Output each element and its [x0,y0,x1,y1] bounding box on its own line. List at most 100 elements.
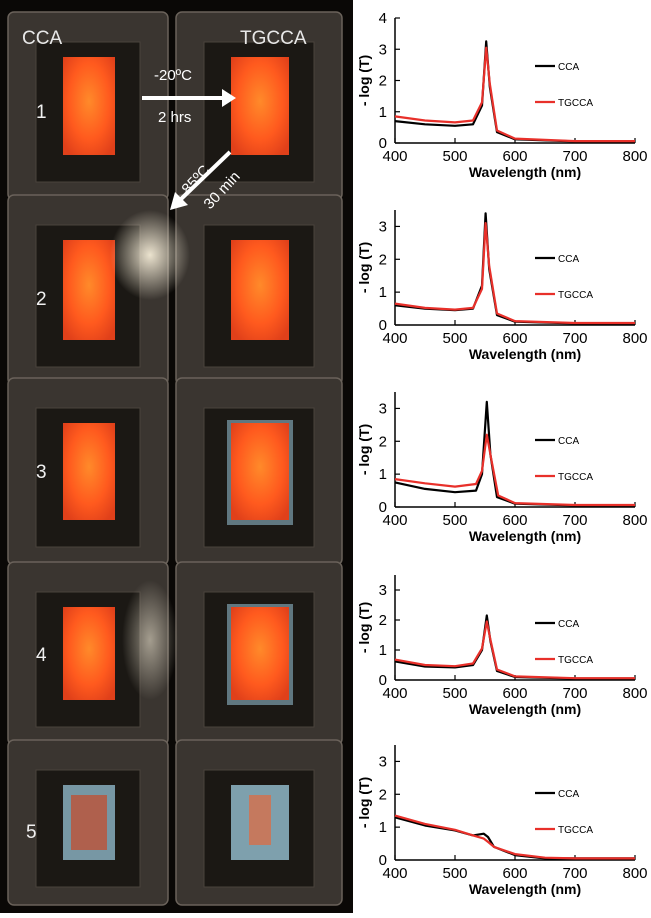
y-tick-label: 1 [379,466,387,483]
legend-label-tgcca: TGCCA [558,98,593,109]
y-tick-label: 1 [379,642,387,659]
y-tick-label: 0 [379,135,387,152]
x-tick-label: 700 [562,685,587,702]
col-label-cca: CCA [22,28,62,49]
series-line-cca [394,400,635,507]
y-axis-label: - log (T) [356,602,372,653]
legend-label-tgcca: TGCCA [558,655,593,666]
x-tick-label: 600 [502,148,527,165]
light-glare [110,210,190,300]
spectrum-chart-5: 0 1 2 3 400 500 600 700 800 Wavelength (nm) - log … [356,745,648,897]
y-tick-label: 1 [379,284,387,301]
y-tick-label: 0 [379,852,387,869]
y-tick-label: 1 [379,819,387,836]
sample-photo-svg: CCA TGCCA 1 2 3 4 5 -20ºC 2 hrs 85ºC 30 … [7,11,343,906]
sample-grid [7,11,343,906]
row-label-1: 1 [36,102,47,123]
arrow1-temp: -20ºC [154,67,192,84]
x-tick-label: 600 [502,330,527,347]
series-line-tgcca [394,814,635,860]
sample-photo-panel: CCA TGCCA 1 2 3 4 5 -20ºC 2 hrs 85ºC 30 … [0,0,353,913]
x-tick-label: 400 [382,330,407,347]
x-tick-label: 500 [442,865,467,882]
arrow-freeze [142,89,236,107]
y-axis-label: - log (T) [356,777,372,828]
legend-label-cca: CCA [558,436,579,447]
film-sample-core [249,795,271,845]
film-sample [231,423,289,520]
x-tick-label: 800 [622,512,647,529]
arrow1-time: 2 hrs [158,109,191,126]
y-tick-label: 3 [379,41,387,58]
film-sample [63,607,115,700]
x-tick-label: 800 [622,685,647,702]
x-tick-label: 400 [382,865,407,882]
x-tick-label: 400 [382,685,407,702]
y-axis-label: - log (T) [356,55,372,106]
spectra-panel: 0 1 2 3 4 400 500 600 700 800 Wavelength (nm) - log… [353,0,651,913]
arrow-heat [170,150,232,210]
row-label-4: 4 [36,645,47,666]
spectrum-chart-4: 0 1 2 3 400 500 600 700 800 Wavelength (nm) - log … [356,575,648,717]
x-tick-label: 800 [622,330,647,347]
series-line-cca [394,816,635,860]
spectrum-chart-3: 0 1 2 3 400 500 600 700 800 Wavelength (nm) - log … [356,392,648,544]
series-line-tgcca [394,433,635,507]
row-label-2: 2 [36,289,47,310]
film-sample [231,240,289,340]
legend-label-cca: CCA [558,789,579,800]
x-tick-label: 700 [562,865,587,882]
x-tick-label: 800 [622,148,647,165]
series-line-cca [394,212,635,325]
x-tick-label: 700 [562,148,587,165]
film-sample [63,57,115,155]
y-tick-label: 0 [379,317,387,334]
x-tick-label: 400 [382,148,407,165]
y-tick-label: 1 [379,104,387,121]
y-tick-label: 0 [379,672,387,689]
y-tick-label: 3 [379,753,387,770]
spectrum-chart-1: 0 1 2 3 4 400 500 600 700 800 Wavelength (nm) - log… [356,10,648,180]
x-tick-label: 800 [622,865,647,882]
y-axis-label: - log (T) [356,242,372,293]
x-tick-label: 500 [442,512,467,529]
light-glare [122,580,178,700]
film-sample [231,607,289,700]
x-tick-label: 500 [442,685,467,702]
x-tick-label: 400 [382,512,407,529]
x-tick-label: 700 [562,330,587,347]
x-tick-label: 600 [502,865,527,882]
x-tick-label: 500 [442,148,467,165]
legend-label-tgcca: TGCCA [558,825,593,836]
y-tick-label: 3 [379,218,387,235]
series-line-tgcca [394,620,635,680]
row-label-5: 5 [26,822,37,843]
spectrum-chart-2: 0 1 2 3 400 500 600 700 800 Wavelength (nm) - log … [356,210,648,362]
series-line-cca [394,614,635,680]
col-label-tgcca: TGCCA [240,28,307,49]
y-tick-label: 4 [379,10,387,27]
series-line-cca [394,40,635,143]
x-axis-label: Wavelength (nm) [469,528,581,544]
series-line-tgcca [394,46,635,143]
y-axis-label: - log (T) [356,424,372,475]
y-tick-label: 3 [379,400,387,417]
y-tick-label: 2 [379,73,387,90]
legend-label-cca: CCA [558,254,579,265]
y-tick-label: 2 [379,786,387,803]
legend-label-cca: CCA [558,62,579,73]
y-tick-label: 2 [379,433,387,450]
x-axis-label: Wavelength (nm) [469,164,581,180]
legend-label-tgcca: TGCCA [558,290,593,301]
y-tick-label: 2 [379,612,387,629]
x-axis-label: Wavelength (nm) [469,881,581,897]
legend-label-tgcca: TGCCA [558,472,593,483]
x-tick-label: 600 [502,685,527,702]
film-sample [231,57,289,155]
series-line-tgcca [394,222,635,325]
y-tick-label: 2 [379,251,387,268]
x-tick-label: 700 [562,512,587,529]
y-tick-label: 3 [379,582,387,599]
row-label-3: 3 [36,462,47,483]
film-sample [63,240,115,340]
